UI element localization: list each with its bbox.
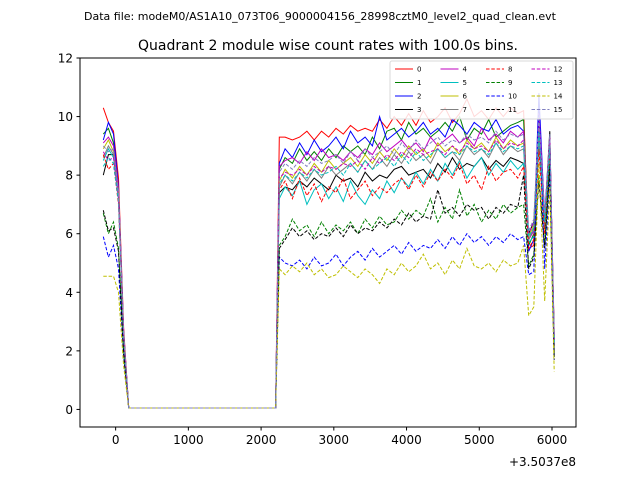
legend-label-7: 7 bbox=[463, 106, 467, 114]
series-line-2 bbox=[102, 93, 555, 409]
x-tick-label: 6000 bbox=[537, 433, 568, 447]
x-tick-label: 2000 bbox=[246, 433, 277, 447]
y-tick-label: 0 bbox=[65, 403, 73, 417]
legend-label-8: 8 bbox=[508, 66, 512, 74]
series-line-8 bbox=[102, 148, 555, 409]
y-tick-label: 8 bbox=[65, 169, 73, 183]
legend-label-2: 2 bbox=[417, 93, 421, 101]
series-line-11 bbox=[102, 166, 555, 409]
y-tick-label: 12 bbox=[58, 52, 73, 66]
legend-label-15: 15 bbox=[554, 106, 563, 114]
legend-label-6: 6 bbox=[463, 93, 468, 101]
legend-label-5: 5 bbox=[463, 79, 467, 87]
chart-suptitle: Data file: modeM0/AS1A10_073T06_90000041… bbox=[84, 10, 557, 23]
x-tick-label: 1000 bbox=[173, 433, 204, 447]
y-tick-label: 6 bbox=[65, 227, 73, 241]
x-tick-label: 3000 bbox=[319, 433, 350, 447]
series-line-10 bbox=[102, 101, 555, 409]
series-line-14 bbox=[103, 163, 555, 409]
chart-title: Quadrant 2 module wise count rates with … bbox=[138, 38, 518, 54]
x-offset-label: +3.5037e8 bbox=[509, 455, 576, 469]
legend-label-12: 12 bbox=[554, 66, 563, 74]
legend-label-1: 1 bbox=[417, 79, 421, 87]
series-line-7 bbox=[102, 134, 555, 409]
legend-label-14: 14 bbox=[554, 93, 563, 101]
legend-label-13: 13 bbox=[554, 79, 563, 87]
legend-label-4: 4 bbox=[463, 66, 468, 74]
legend-label-9: 9 bbox=[508, 79, 512, 87]
legend-label-11: 11 bbox=[508, 106, 517, 114]
legend-label-10: 10 bbox=[508, 93, 517, 101]
x-tick-label: 5000 bbox=[464, 433, 495, 447]
x-tick-label: 4000 bbox=[391, 433, 422, 447]
y-tick-label: 4 bbox=[65, 286, 73, 300]
legend-label-3: 3 bbox=[417, 106, 421, 114]
legend-label-0: 0 bbox=[417, 66, 421, 74]
legend-box bbox=[389, 60, 574, 120]
plot-area bbox=[102, 93, 555, 409]
y-tick-label: 2 bbox=[65, 344, 73, 358]
axes-frame bbox=[79, 57, 577, 428]
y-tick-label: 10 bbox=[58, 110, 73, 124]
x-tick-label: 0 bbox=[112, 433, 120, 447]
series-line-3 bbox=[102, 125, 555, 409]
